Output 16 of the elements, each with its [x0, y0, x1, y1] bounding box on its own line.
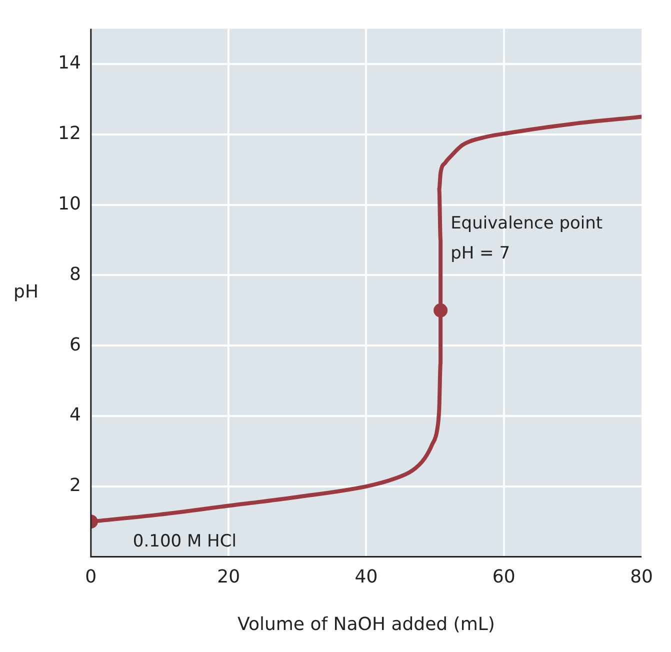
y-tick-label: 2	[69, 475, 81, 496]
y-axis-title: pH	[14, 281, 38, 302]
annotation: 0.100 M HCl	[132, 532, 236, 552]
x-axis-title: Volume of NaOH added (mL)	[238, 614, 495, 635]
y-tick-label: 10	[58, 193, 81, 214]
y-tick-label: 4	[69, 404, 81, 426]
x-tick-label: 20	[217, 566, 240, 588]
y-tick-label: 8	[69, 264, 81, 285]
y-tick-label: 14	[58, 52, 81, 74]
annotation: Equivalence point pH = 7	[450, 213, 603, 264]
y-tick-label: 12	[58, 123, 81, 144]
x-tick-label: 60	[492, 566, 516, 588]
y-tick-label: 6	[69, 334, 81, 356]
x-tick-label: 80	[630, 566, 653, 588]
x-tick-label: 0	[85, 566, 97, 588]
x-tick-label: 40	[354, 566, 378, 588]
